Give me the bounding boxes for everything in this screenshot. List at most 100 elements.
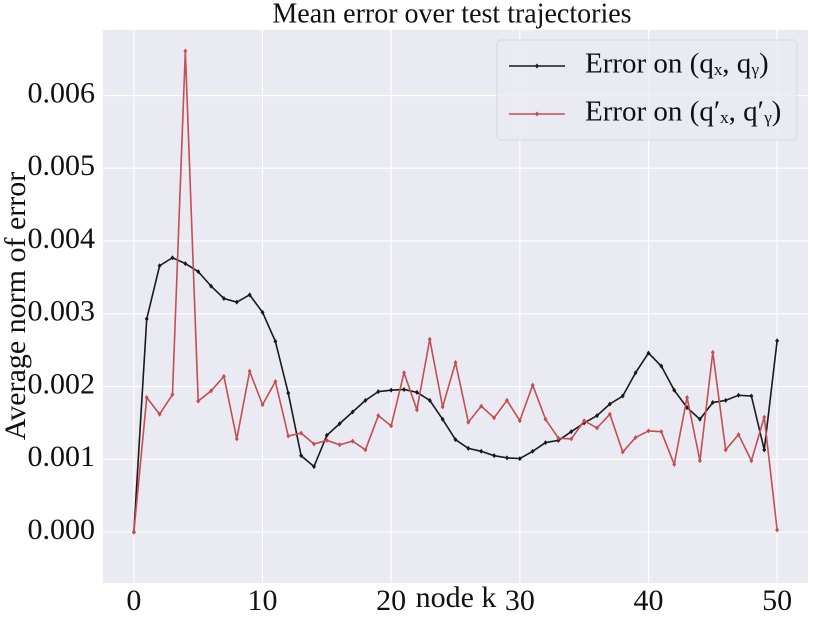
- point-marker: [723, 397, 728, 403]
- point-marker: [324, 432, 329, 438]
- point-marker: [414, 389, 419, 395]
- point-marker: [479, 448, 484, 454]
- point-marker: [453, 437, 458, 443]
- point-marker: [273, 338, 278, 344]
- point-marker: [762, 447, 767, 453]
- point-marker: [736, 392, 741, 398]
- point-marker: [144, 394, 149, 400]
- x-tick-label: 20: [376, 584, 406, 617]
- point-marker: [221, 373, 226, 379]
- point-marker: [620, 449, 625, 455]
- point-marker: [144, 316, 149, 322]
- point-marker: [273, 378, 278, 384]
- point-marker: [530, 382, 535, 388]
- y-tick-label: 0.003: [28, 295, 96, 328]
- point-marker: [337, 442, 342, 448]
- y-tick-label: 0.004: [28, 222, 96, 255]
- point-marker: [170, 392, 175, 398]
- point-marker: [183, 261, 188, 267]
- point-marker: [234, 436, 239, 442]
- point-marker: [286, 433, 291, 439]
- point-marker: [517, 456, 522, 462]
- x-tick-label: 0: [126, 584, 141, 617]
- point-marker: [337, 421, 342, 427]
- y-tick-label: 0.005: [28, 149, 96, 182]
- point-marker: [311, 441, 316, 447]
- point-marker: [646, 350, 651, 356]
- y-tick-label: 0.006: [28, 76, 96, 109]
- x-tick-label: 30: [505, 584, 535, 617]
- point-marker: [749, 393, 754, 399]
- point-marker: [440, 404, 445, 410]
- point-marker: [492, 415, 497, 421]
- point-marker: [659, 363, 664, 369]
- point-marker: [350, 409, 355, 415]
- point-marker: [440, 416, 445, 422]
- point-marker: [324, 437, 329, 443]
- point-marker: [710, 349, 715, 355]
- point-marker: [363, 397, 368, 403]
- point-marker: [607, 411, 612, 417]
- point-marker: [749, 458, 754, 464]
- point-marker: [595, 425, 600, 431]
- point-marker: [260, 309, 265, 315]
- point-marker: [723, 447, 728, 453]
- point-marker: [196, 398, 201, 404]
- point-marker: [736, 432, 741, 438]
- point-marker: [363, 447, 368, 453]
- point-marker: [492, 453, 497, 459]
- legend-marker: [535, 63, 539, 69]
- point-marker: [633, 370, 638, 376]
- y-axis-label: Average norm of error: [0, 172, 32, 440]
- legend-label: Error on (q′ₓ, q′ᵧ): [585, 96, 781, 128]
- y-tick-label: 0.002: [28, 367, 96, 400]
- legend-marker: [535, 111, 539, 117]
- point-marker: [427, 397, 432, 403]
- point-marker: [299, 453, 304, 459]
- point-marker: [582, 418, 587, 424]
- point-marker: [479, 403, 484, 409]
- legend-label: Error on (qₓ, qᵧ): [585, 48, 769, 80]
- point-marker: [646, 428, 651, 434]
- point-marker: [427, 336, 432, 342]
- point-marker: [196, 269, 201, 275]
- point-marker: [762, 414, 767, 420]
- point-marker: [466, 419, 471, 425]
- point-marker: [247, 292, 252, 298]
- point-marker: [157, 411, 162, 417]
- point-marker: [569, 436, 574, 442]
- point-marker: [530, 448, 535, 454]
- point-marker: [685, 394, 690, 400]
- point-marker: [543, 416, 548, 422]
- point-marker: [504, 455, 509, 461]
- point-marker: [672, 461, 677, 467]
- point-marker: [504, 397, 509, 403]
- y-tick-label: 0.000: [28, 513, 96, 546]
- point-marker: [376, 413, 381, 419]
- point-marker: [710, 400, 715, 406]
- point-marker: [389, 423, 394, 429]
- point-marker: [775, 527, 780, 533]
- point-marker: [466, 445, 471, 451]
- point-marker: [389, 387, 394, 393]
- point-marker: [633, 434, 638, 440]
- point-marker: [453, 360, 458, 366]
- legend-box: [496, 39, 798, 141]
- point-marker: [595, 413, 600, 419]
- point-marker: [620, 393, 625, 399]
- point-marker: [556, 435, 561, 441]
- point-marker: [221, 295, 226, 301]
- x-tick-label: 50: [762, 584, 792, 617]
- point-marker: [286, 390, 291, 396]
- point-marker: [569, 429, 574, 435]
- point-marker: [402, 370, 407, 376]
- point-marker: [209, 388, 214, 394]
- chart-title: Mean error over test trajectories: [272, 0, 631, 29]
- x-axis-label: node k: [416, 581, 497, 614]
- point-marker: [234, 299, 239, 305]
- point-marker: [247, 368, 252, 374]
- point-marker: [659, 429, 664, 435]
- x-tick-label: 40: [633, 584, 663, 617]
- point-marker: [672, 387, 677, 393]
